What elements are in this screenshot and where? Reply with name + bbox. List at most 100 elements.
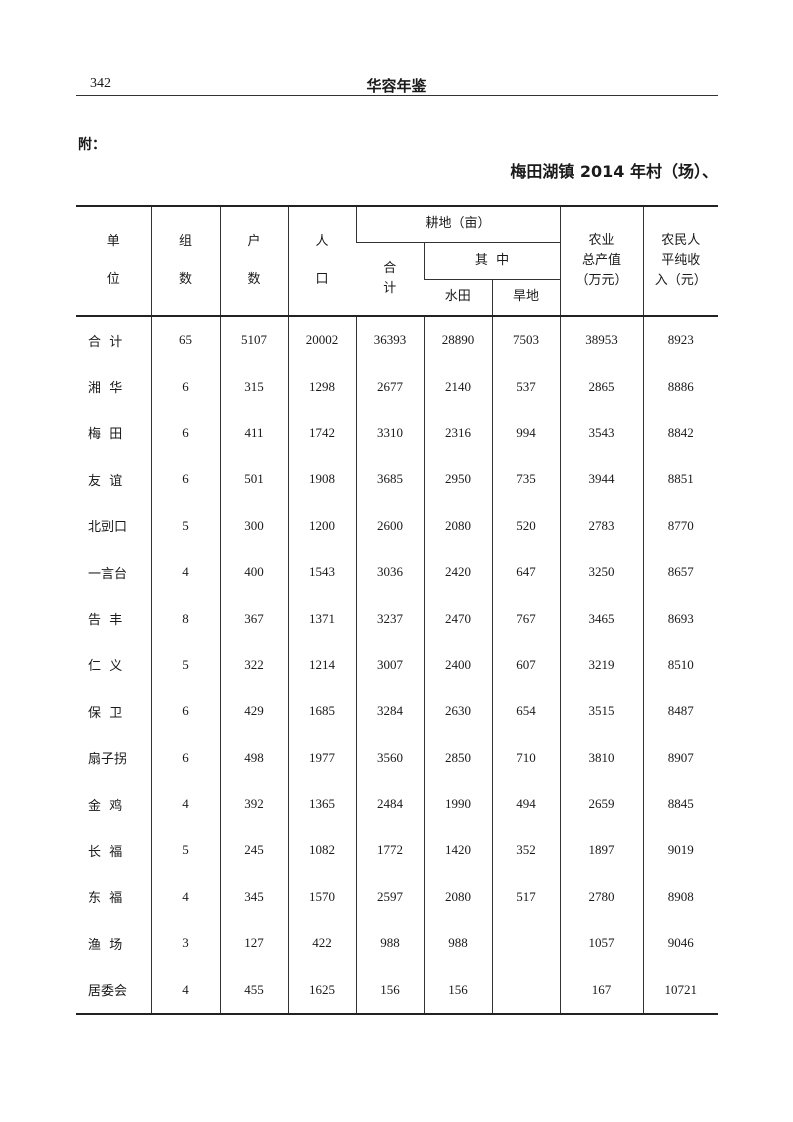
value-cell: 1908 xyxy=(287,456,356,503)
col-groups: 组数 xyxy=(150,206,220,317)
value-cell: 315 xyxy=(219,363,288,410)
value-cell: 2783 xyxy=(559,502,644,549)
value-cell: 156 xyxy=(355,966,424,1014)
table-row: 合 计 65 5107 20002 36393 28890 7503 38953 8923 xyxy=(76,316,719,364)
value-cell: 3036 xyxy=(355,548,424,596)
value-cell: 2400 xyxy=(423,641,492,689)
value-cell: 2470 xyxy=(423,595,492,642)
value-cell: 1200 xyxy=(287,502,356,549)
value-cell: 3810 xyxy=(559,734,644,781)
value-cell: 322 xyxy=(219,641,288,689)
value-cell: 498 xyxy=(219,734,288,781)
value-cell: 767 xyxy=(491,595,561,642)
value-cell: 38953 xyxy=(559,316,644,364)
value-cell: 501 xyxy=(219,456,288,503)
value-cell: 3250 xyxy=(559,548,644,596)
value-cell: 8487 xyxy=(642,688,719,735)
value-cell: 2140 xyxy=(423,363,492,410)
value-cell: 4 xyxy=(150,780,220,828)
value-cell: 5107 xyxy=(219,316,288,364)
table-row: 保 卫 6 429 1685 3284 2630 654 3515 8487 xyxy=(76,688,719,735)
value-cell: 1685 xyxy=(287,688,356,735)
value-cell: 2780 xyxy=(559,873,644,921)
value-cell: 429 xyxy=(219,688,288,735)
value-cell: 3310 xyxy=(355,409,424,457)
unit-name-cell: 扇子拐 xyxy=(88,752,128,768)
value-cell: 8908 xyxy=(642,873,719,921)
unit-name-cell: 金 鸡 xyxy=(88,798,123,814)
unit-name-cell: 东 福 xyxy=(88,891,123,907)
value-cell: 517 xyxy=(491,873,561,921)
value-cell: 2677 xyxy=(355,363,424,410)
value-cell: 411 xyxy=(219,409,288,457)
value-cell: 367 xyxy=(219,595,288,642)
unit-name-cell: 北剅口 xyxy=(88,520,128,536)
value-cell: 3543 xyxy=(559,409,644,457)
col-unit: 单位 xyxy=(76,206,151,317)
col-income: 农民人 平纯收 入（元） xyxy=(642,206,719,317)
value-cell: 9019 xyxy=(642,827,719,874)
value-cell: 8 xyxy=(150,595,220,642)
col-paddy: 水田 xyxy=(424,279,492,317)
value-cell: 6 xyxy=(150,456,220,503)
value-cell: 1897 xyxy=(559,827,644,874)
value-cell: 6 xyxy=(150,688,220,735)
unit-name-cell: 告 丰 xyxy=(88,613,123,629)
col-farmland: 耕地（亩） xyxy=(355,206,561,243)
value-cell: 2865 xyxy=(559,363,644,410)
value-cell: 36393 xyxy=(355,316,424,364)
col-farmland-total: 合计 xyxy=(356,242,424,317)
value-cell: 4 xyxy=(150,966,220,1014)
value-cell: 400 xyxy=(219,548,288,596)
unit-name-cell: 居委会 xyxy=(88,984,128,1000)
value-cell: 1420 xyxy=(423,827,492,874)
value-cell: 3219 xyxy=(559,641,644,689)
value-cell: 2630 xyxy=(423,688,492,735)
table-row: 渔 场 3 127 422 988 988 1057 9046 xyxy=(76,920,719,967)
value-cell: 988 xyxy=(423,920,492,967)
value-cell: 1214 xyxy=(287,641,356,689)
table-row: 湘 华 6 315 1298 2677 2140 537 2865 8886 xyxy=(76,363,719,410)
value-cell: 654 xyxy=(491,688,561,735)
value-cell: 5 xyxy=(150,641,220,689)
value-cell: 4 xyxy=(150,873,220,921)
unit-name-cell: 仁 义 xyxy=(88,659,123,675)
value-cell: 2316 xyxy=(423,409,492,457)
value-cell: 422 xyxy=(287,920,356,967)
value-cell: 1570 xyxy=(287,873,356,921)
unit-name-cell: 合 计 xyxy=(88,334,123,350)
table-row: 扇子拐 6 498 1977 3560 2850 710 3810 8907 xyxy=(76,734,719,781)
village-statistics-table: 单位 组数 户数 人口 耕地（亩） 农业 总产值 （万元） 农民人 平纯收 入（元） 合… xyxy=(76,205,719,1015)
value-cell: 2950 xyxy=(423,456,492,503)
value-cell: 494 xyxy=(491,780,561,828)
value-cell: 8907 xyxy=(642,734,719,781)
table-row: 北剅口 5 300 1200 2600 2080 520 2783 8770 xyxy=(76,502,719,549)
table-row: 一言台 4 400 1543 3036 2420 647 3250 8657 xyxy=(76,548,719,596)
value-cell: 6 xyxy=(150,734,220,781)
unit-name-cell: 长 福 xyxy=(88,844,123,860)
page-number: 342 xyxy=(90,76,111,91)
value-cell: 2659 xyxy=(559,780,644,828)
value-cell: 1298 xyxy=(287,363,356,410)
value-cell: 352 xyxy=(491,827,561,874)
value-cell: 710 xyxy=(491,734,561,781)
value-cell: 2420 xyxy=(423,548,492,596)
table-title: 梅田湖镇 2014 年村（场）、 xyxy=(510,162,718,181)
value-cell: 607 xyxy=(491,641,561,689)
value-cell: 8770 xyxy=(642,502,719,549)
value-cell: 1371 xyxy=(287,595,356,642)
value-cell: 3560 xyxy=(355,734,424,781)
value-cell: 127 xyxy=(219,920,288,967)
value-cell: 28890 xyxy=(423,316,492,364)
value-cell: 8886 xyxy=(642,363,719,410)
value-cell: 8510 xyxy=(642,641,719,689)
table-row: 梅 田 6 411 1742 3310 2316 994 3543 8842 xyxy=(76,409,719,457)
value-cell: 1625 xyxy=(287,966,356,1014)
running-title: 华容年鉴 xyxy=(366,77,427,95)
value-cell: 2597 xyxy=(355,873,424,921)
value-cell: 1742 xyxy=(287,409,356,457)
value-cell: 988 xyxy=(355,920,424,967)
unit-name-cell: 友 谊 xyxy=(88,473,123,489)
col-households: 户数 xyxy=(219,206,288,317)
value-cell: 5 xyxy=(150,502,220,549)
